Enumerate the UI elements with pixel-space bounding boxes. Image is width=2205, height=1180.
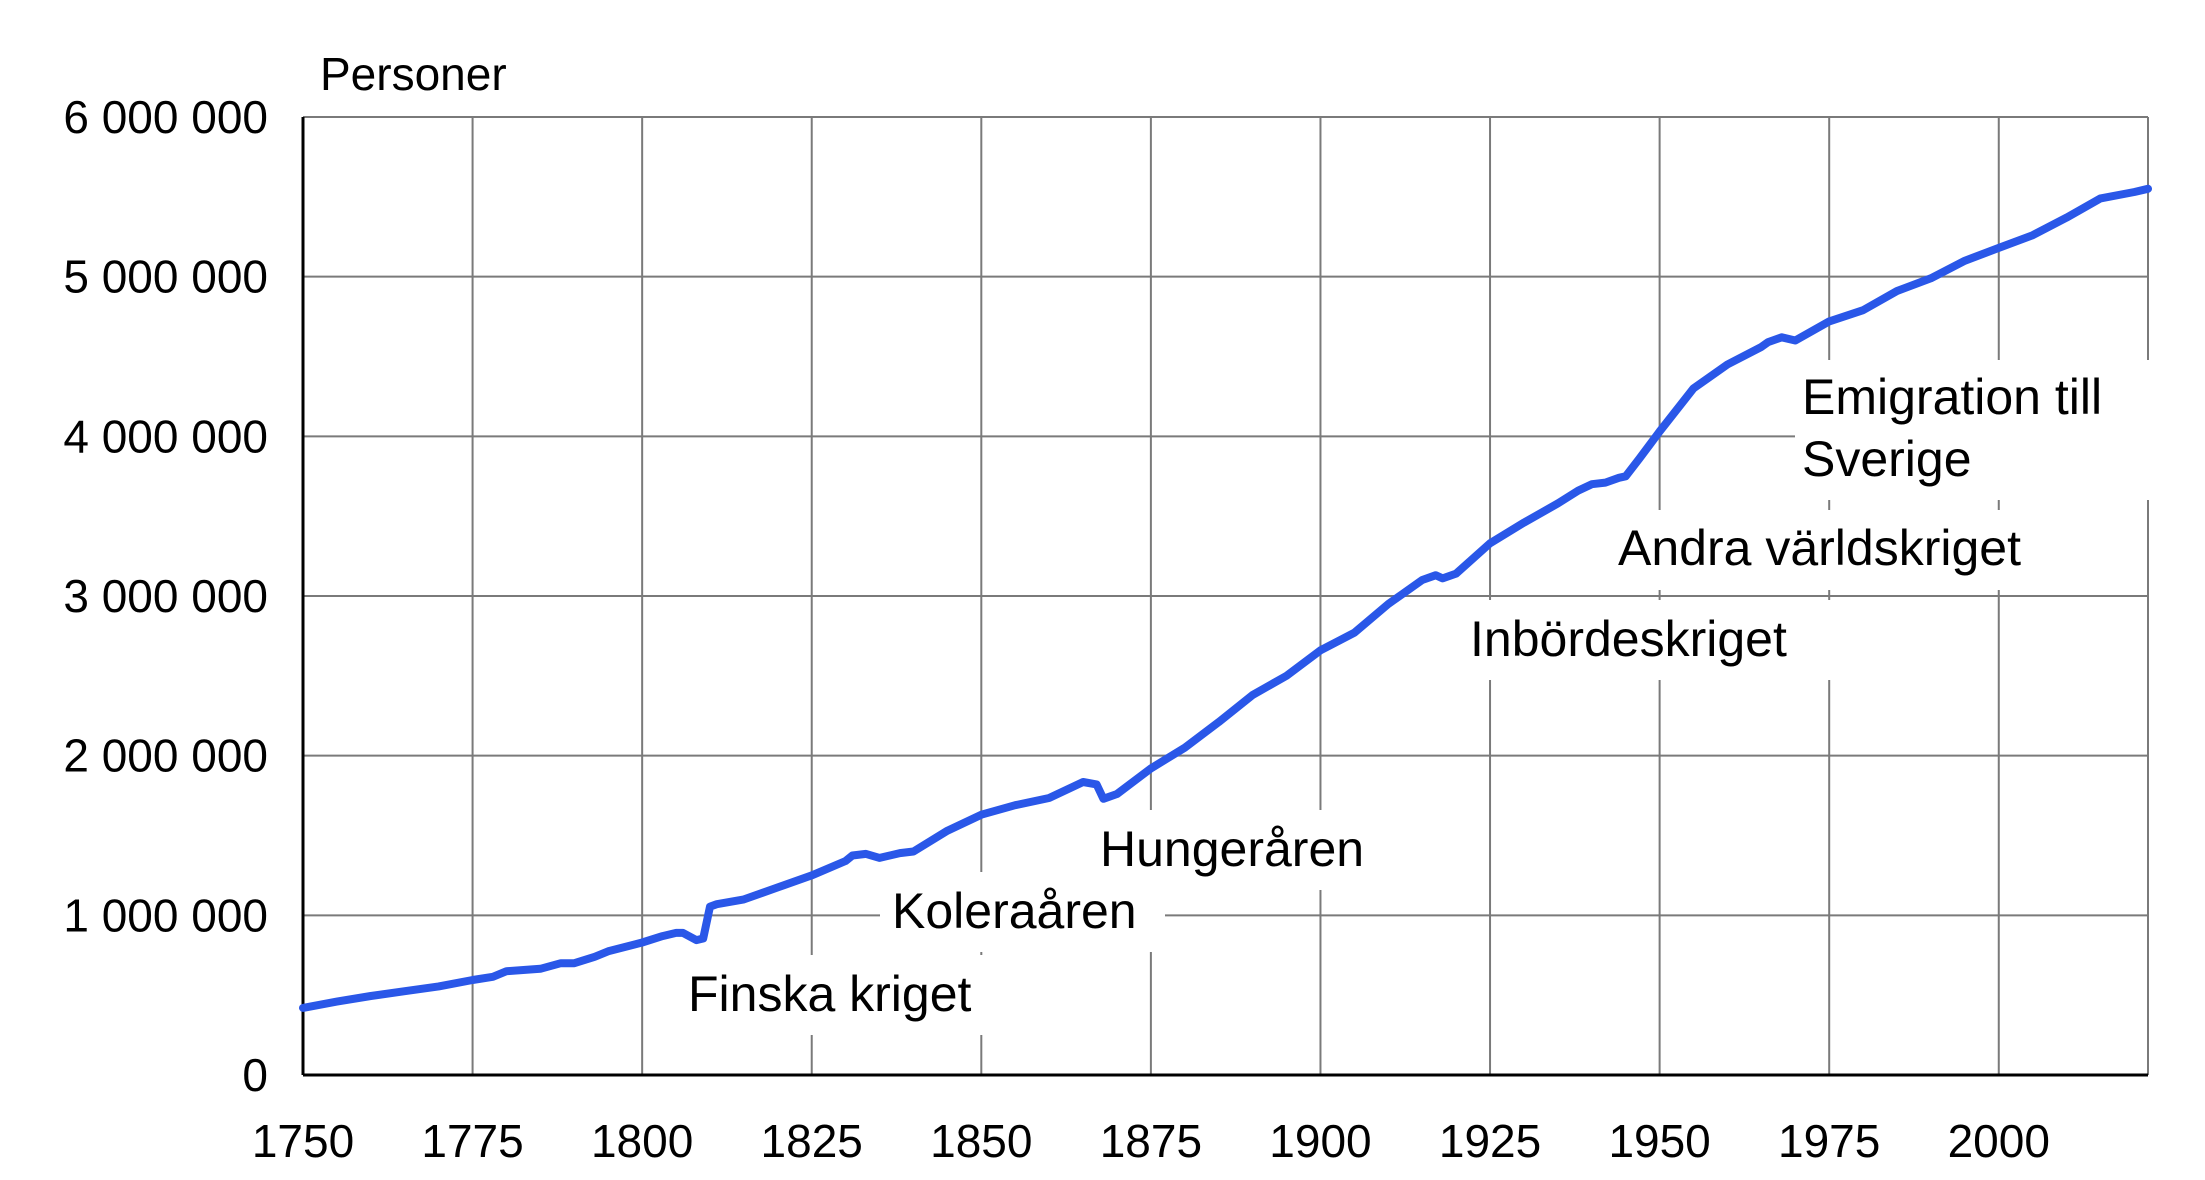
annotation-koleraaren: Koleraåren — [892, 883, 1137, 939]
series-layer — [299, 184, 2152, 1012]
y-tick-label: 0 — [242, 1049, 268, 1101]
x-tick-label: 1900 — [1269, 1115, 1371, 1167]
x-tick-label: 1950 — [1608, 1115, 1710, 1167]
y-tick-label: 3 000 000 — [63, 570, 268, 622]
annotation-hungeraren: Hungeråren — [1100, 821, 1364, 877]
annotation-bg-inbordes — [1460, 600, 1835, 680]
annotation-andra-varldskriget: Andra världskriget — [1618, 520, 2021, 576]
population-series-line — [299, 184, 2152, 1012]
axes — [301, 117, 2148, 1077]
y-tick-label: 2 000 000 — [63, 730, 268, 782]
grid-lines — [303, 116, 2149, 1075]
y-tick-label: 6 000 000 — [63, 91, 268, 143]
x-tick-label: 1800 — [591, 1115, 693, 1167]
annotation-bg-hunger — [1090, 810, 1410, 890]
annotation-bg-andra — [1608, 510, 2083, 590]
annotation-bg-finska — [678, 955, 1013, 1035]
x-tick-label: 1825 — [761, 1115, 863, 1167]
x-tick-label: 1975 — [1778, 1115, 1880, 1167]
x-tick-label: 1750 — [252, 1115, 354, 1167]
annotation-emigration-till: Emigration till — [1802, 369, 2102, 425]
x-tick-label: 1925 — [1439, 1115, 1541, 1167]
y-tick-label: 4 000 000 — [63, 410, 268, 462]
y-tick-label: 5 000 000 — [63, 251, 268, 303]
tick-labels: 0 1 000 000 2 000 000 3 000 000 4 000 000 5 0… — [63, 91, 2050, 1167]
y-axis-unit-label: Personer — [320, 48, 507, 100]
x-tick-label: 1875 — [1100, 1115, 1202, 1167]
x-tick-label: 1850 — [930, 1115, 1032, 1167]
x-tick-label: 1775 — [421, 1115, 523, 1167]
x-tick-label: 2000 — [1948, 1115, 2050, 1167]
annotations: Finska kriget Koleraåren Hungeråren Inbö… — [678, 360, 2150, 1035]
annotation-inbordeskriget: Inbördeskriget — [1470, 611, 1787, 667]
annotation-bg-emigration — [1795, 360, 2150, 500]
annotation-finska-kriget: Finska kriget — [688, 966, 972, 1022]
y-tick-label: 1 000 000 — [63, 889, 268, 941]
annotation-sverige: Sverige — [1802, 431, 1972, 487]
